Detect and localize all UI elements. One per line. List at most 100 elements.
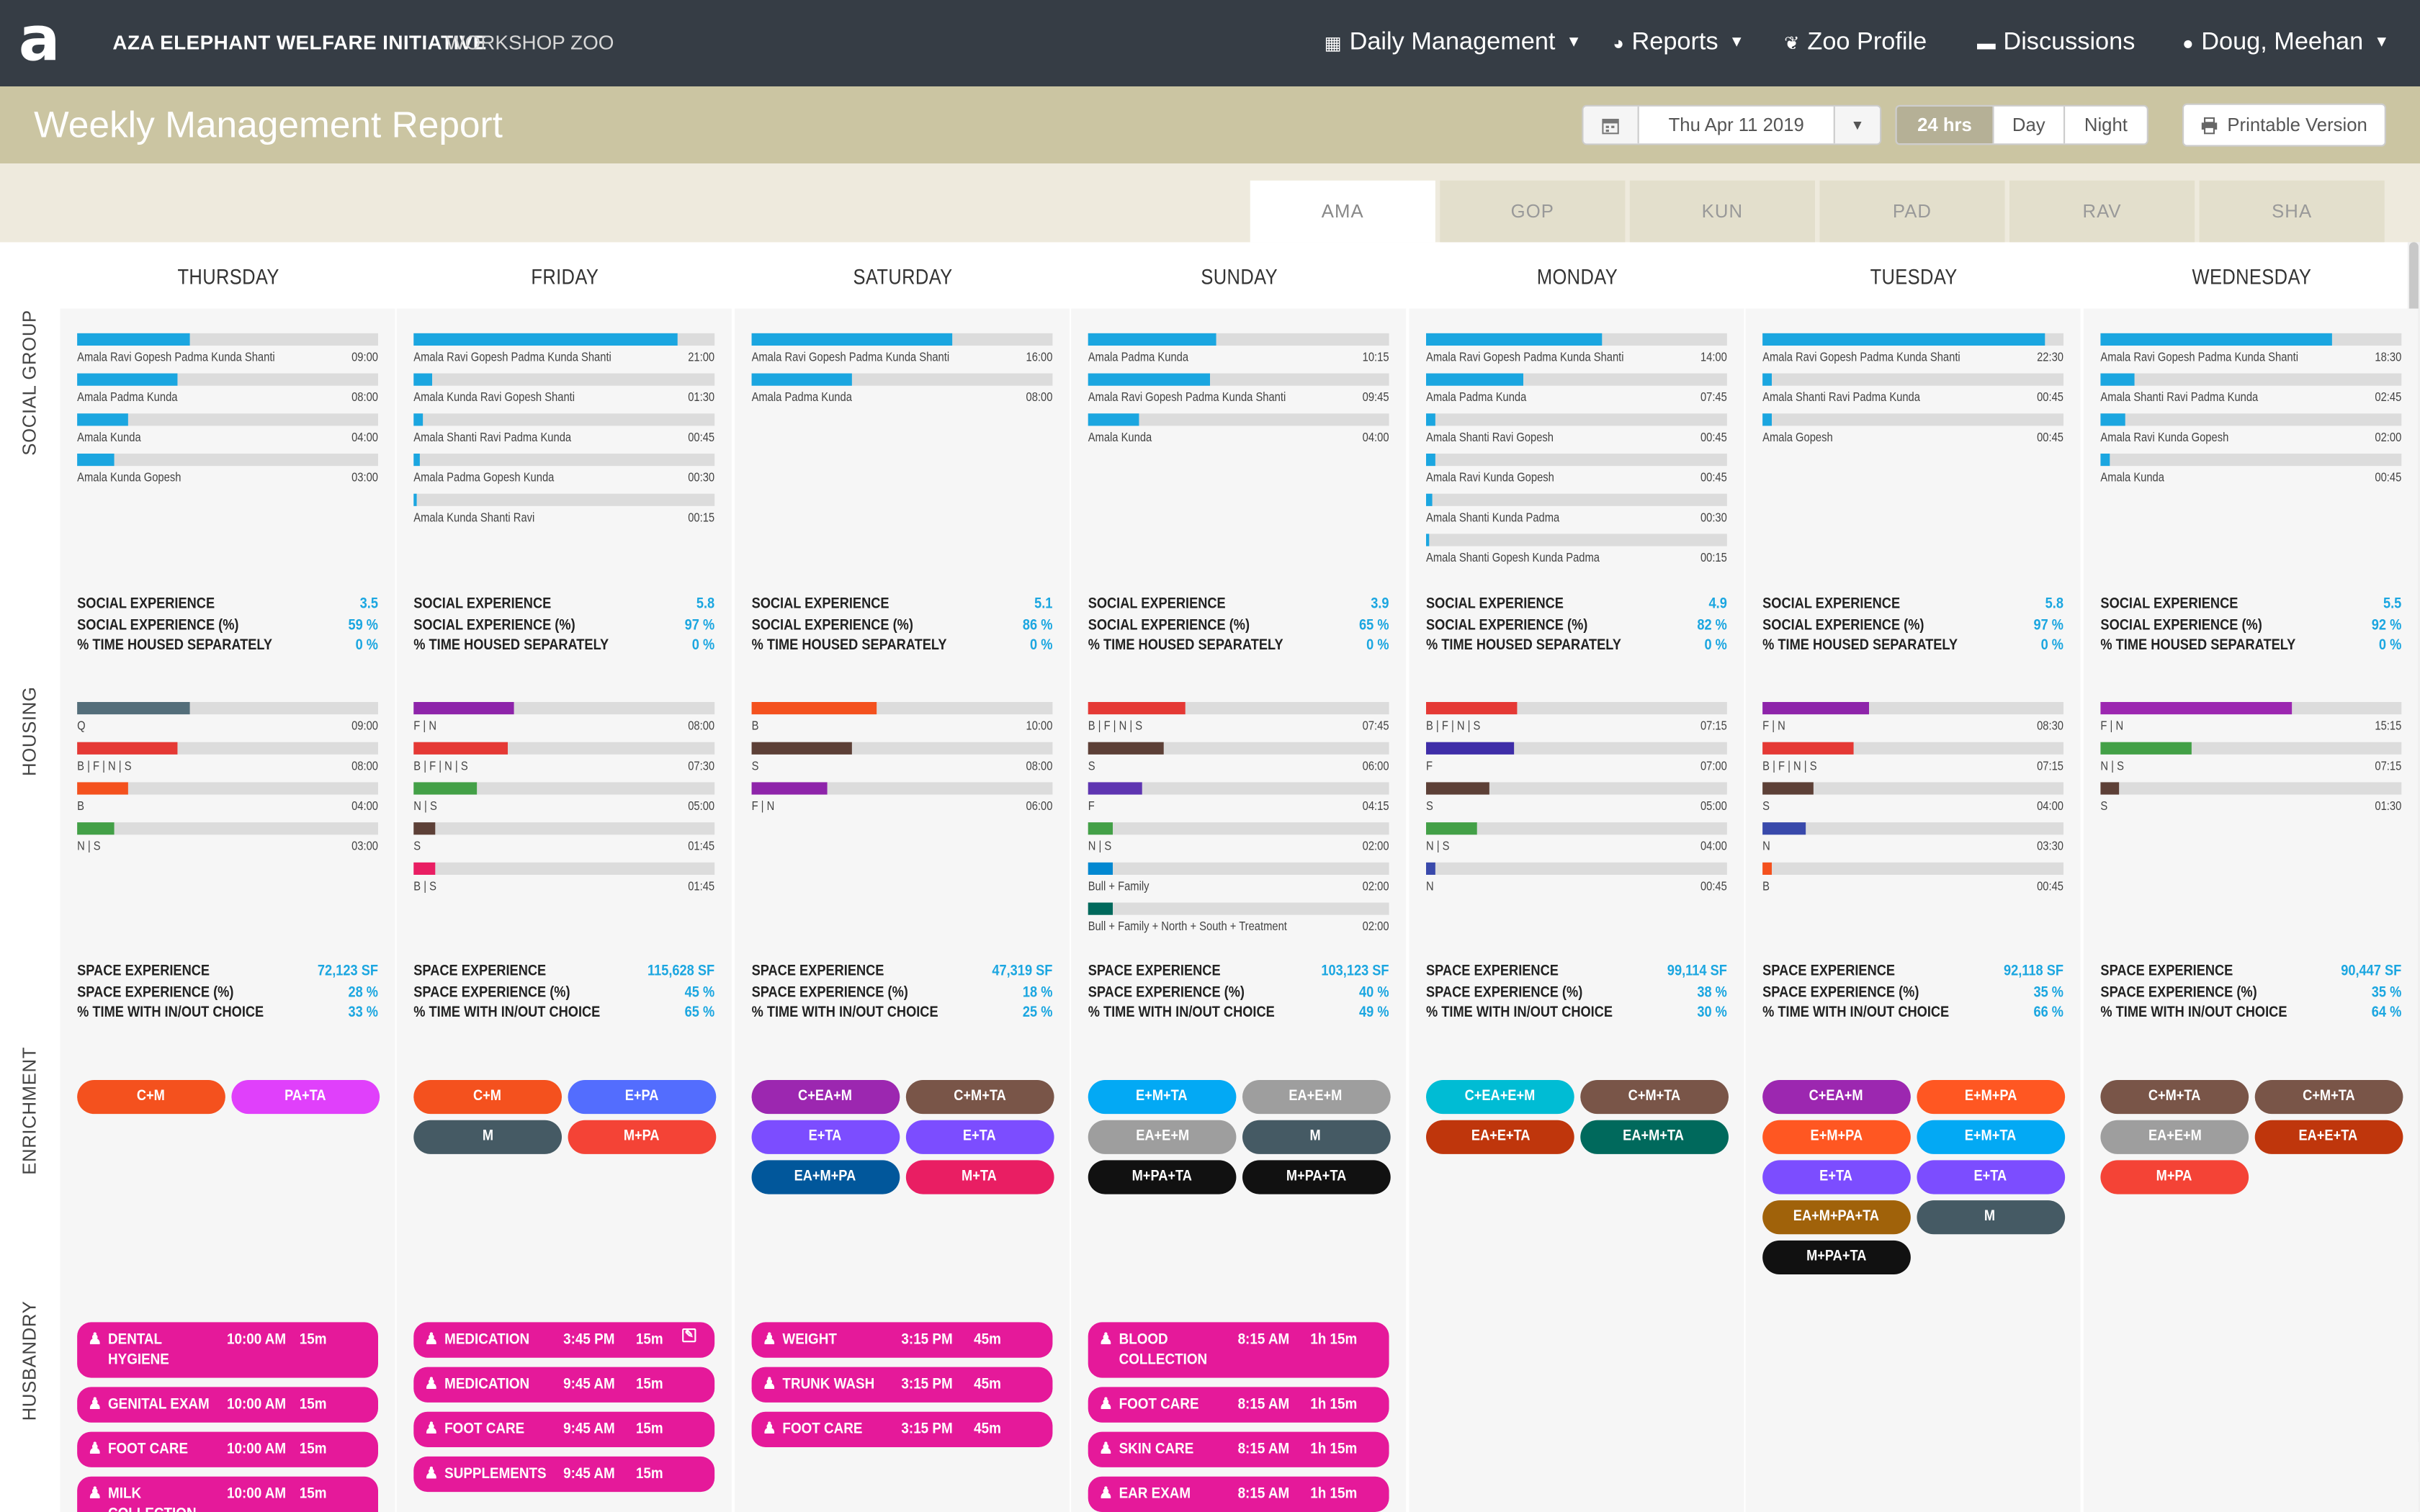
enrichment-pill[interactable]: EA+M+PA [751,1160,900,1194]
date-picker[interactable]: Thu Apr 11 2019 ▼ [1582,104,1882,145]
housing-duration-bar [1088,782,1389,795]
enrichment-pill-label: EA+E+M [1135,1128,1189,1145]
time-range-toggle[interactable]: 24 hrs Day Night [1895,104,2148,145]
enrichment-pill[interactable]: C+EA+M [1762,1080,1911,1115]
husbandry-card[interactable]: ♟ TRUNK WASH 3:15 PM 45m [751,1367,1053,1403]
enrichment-pill[interactable]: E+M+PA [1762,1120,1911,1154]
enrichment-pill[interactable]: C+M+TA [1579,1080,1728,1115]
enrichment-pill[interactable]: EA+M+TA [1579,1120,1728,1154]
calendar-icon-button[interactable] [1583,106,1639,144]
housing-area-label: B | F | N | S [413,759,468,773]
husbandry-card[interactable]: ♟ MEDICATION 9:45 AM 15m [413,1367,715,1403]
social-stat-label: SOCIAL EXPERIENCE [1425,595,1564,613]
enrichment-pill[interactable]: M+PA+TA [1762,1240,1911,1274]
printable-version-button[interactable]: Printable Version [2182,103,2386,147]
enrichment-pill[interactable]: E+TA [751,1120,900,1154]
tab-pad[interactable]: PAD [1819,180,2005,243]
nav-daily-management[interactable]: ▦ Daily Management ▼ [1325,30,1582,58]
social-stat-label: SOCIAL EXPERIENCE [77,595,215,613]
enrichment-pill[interactable]: M [413,1120,562,1154]
tab-sha[interactable]: SHA [2199,180,2385,243]
husbandry-card[interactable]: ♟ DENTAL HYGIENE 10:00 AM 15m [77,1322,378,1378]
housing-area-time: 06:00 [1362,759,1389,773]
range-night-button[interactable]: Night [2063,106,2147,144]
space-stat-value: 99,114 SF [1667,963,1727,980]
enrichment-pill[interactable]: EA+M+PA+TA [1762,1200,1911,1235]
tab-rav[interactable]: RAV [2009,180,2195,243]
enrichment-pill[interactable]: E+TA [1916,1160,2065,1194]
enrichment-pill[interactable]: M+PA [567,1120,716,1154]
husbandry-card[interactable]: ♟ EAR EXAM 8:15 AM 1h 15m [1088,1476,1389,1512]
housing-area-time: 04:00 [351,799,378,814]
housing-area-time: 10:00 [1026,719,1053,733]
enrichment-pill[interactable]: E+TA [905,1120,1054,1154]
nav-doug-meehan[interactable]: ● Doug, Meehan ▼ [2182,30,2389,58]
person-icon: ♟ [762,1331,776,1349]
husbandry-card[interactable]: ♟ FOOT CARE 3:15 PM 45m [751,1411,1053,1447]
husbandry-task-duration: 45m [974,1376,1001,1393]
brand-logo[interactable]: a [18,4,60,76]
enrichment-pill[interactable]: EA+E+M [1088,1120,1237,1154]
husbandry-card[interactable]: ♟ WEIGHT 3:15 PM 45m [751,1322,1053,1358]
husbandry-card[interactable]: ♟ FOOT CARE 8:15 AM 1h 15m [1088,1387,1389,1423]
edit-icon[interactable]: ✎ [682,1328,696,1343]
nav-zoo-profile[interactable]: ❦ Zoo Profile [1784,30,1927,58]
husbandry-card[interactable]: ♟ FOOT CARE 9:45 AM 15m [413,1411,715,1447]
enrichment-pill[interactable]: M+PA [2100,1160,2249,1194]
housing-area-label: B | F | N | S [77,759,132,773]
social-group-time: 04:00 [1362,430,1389,445]
nav-reports[interactable]: ◕ Reports ▼ [1613,30,1744,58]
husbandry-card[interactable]: ♟ SUPPLEMENTS 9:45 AM 15m [413,1456,715,1493]
range-day-button[interactable]: Day [1992,106,2063,144]
enrichment-pill[interactable]: EA+E+M [1241,1080,1390,1115]
husbandry-card[interactable]: ♟ FOOT CARE 10:00 AM 15m [77,1431,378,1467]
enrichment-pill[interactable]: PA+TA [230,1080,380,1115]
husbandry-card[interactable]: ♟ MEDICATION 3:45 PM 15m ✎ [413,1322,715,1358]
housing-duration-fill [1088,862,1113,875]
enrichment-pill[interactable]: M [1241,1120,1390,1154]
husbandry-card[interactable]: ♟ SKIN CARE 8:15 AM 1h 15m [1088,1431,1389,1467]
enrichment-pill[interactable]: E+M+TA [1916,1120,2065,1154]
tab-ama[interactable]: AMA [1250,180,1435,243]
tab-gop[interactable]: GOP [1440,180,1626,243]
enrichment-pill[interactable]: C+EA+M [751,1080,900,1115]
enrichment-pill[interactable]: M+TA [905,1160,1054,1194]
husbandry-card[interactable]: ♟ GENITAL EXAM 10:00 AM 15m [77,1387,378,1423]
enrichment-pill[interactable]: C+M [413,1080,562,1115]
enrichment-pill[interactable]: C+M [77,1080,225,1115]
enrichment-pill[interactable]: M+PA+TA [1241,1160,1390,1194]
husbandry-task-time: 10:00 AM [227,1485,287,1503]
enrichment-pill[interactable]: M [1916,1200,2065,1235]
day-header: FRIDAY [531,264,599,289]
husbandry-task-name: EAR EXAM [1119,1485,1191,1503]
tab-kun[interactable]: KUN [1629,180,1815,243]
enrichment-pill[interactable]: C+EA+E+M [1425,1080,1574,1115]
housing-duration-fill [1762,742,1854,755]
husbandry-card[interactable]: ♟ MILK COLLECTION 10:00 AM 15m [77,1476,378,1512]
social-group-label: Amala Kunda Gopesh [77,470,182,485]
range-24hrs-button[interactable]: 24 hrs [1896,106,1993,144]
enrichment-pill[interactable]: EA+E+TA [2254,1120,2403,1154]
enrichment-pill[interactable]: C+M+TA [2254,1080,2403,1115]
space-stat-label: % TIME WITH IN/OUT CHOICE [77,1004,264,1022]
housing-area-time: 07:15 [1700,719,1727,733]
enrichment-pill[interactable]: C+M+TA [905,1080,1054,1115]
enrichment-pill[interactable]: E+TA [1762,1160,1911,1194]
social-duration-fill [2100,454,2110,467]
date-dropdown-button[interactable]: ▼ [1833,106,1880,144]
enrichment-pill[interactable]: E+PA [567,1080,716,1115]
housing-duration-bar [2100,782,2402,795]
selected-date[interactable]: Thu Apr 11 2019 [1668,114,1804,136]
social-group-time: 00:45 [2037,430,2063,445]
enrichment-pill[interactable]: E+M+TA [1088,1080,1237,1115]
enrichment-pill[interactable]: EA+E+TA [1425,1120,1574,1154]
enrichment-pill[interactable]: E+M+PA [1916,1080,2065,1115]
enrichment-pill[interactable]: EA+E+M [2100,1120,2249,1154]
person-icon: ♟ [88,1485,102,1503]
nav-discussions[interactable]: ▬ Discussions [1977,30,2135,58]
enrichment-pill[interactable]: M+PA+TA [1088,1160,1237,1194]
housing-duration-bar [1425,701,1727,715]
husbandry-card[interactable]: ♟ BLOOD COLLECTION 8:15 AM 1h 15m [1088,1322,1389,1378]
housing-area-label: S [751,759,759,773]
enrichment-pill[interactable]: C+M+TA [2100,1080,2249,1115]
